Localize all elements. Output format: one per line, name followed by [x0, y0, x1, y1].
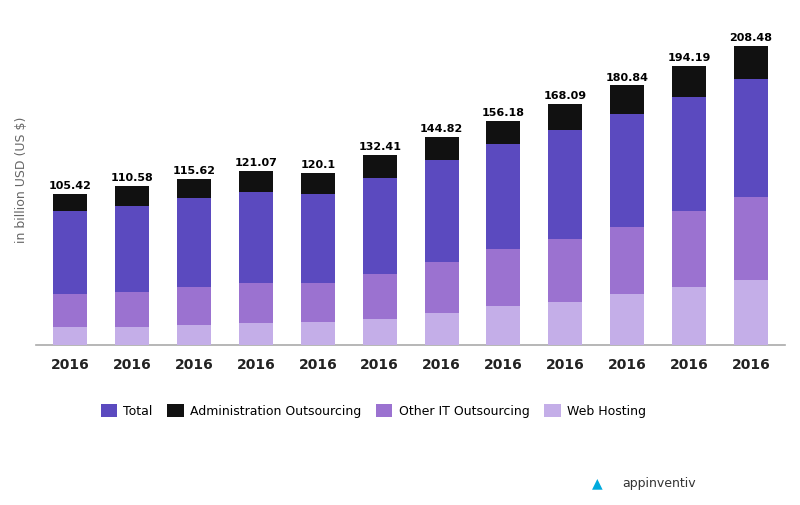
- Bar: [548, 238, 582, 301]
- Bar: [734, 197, 768, 280]
- Text: 208.48: 208.48: [730, 33, 773, 43]
- Bar: [425, 313, 458, 344]
- Bar: [548, 301, 582, 344]
- Bar: [486, 121, 521, 144]
- Bar: [362, 155, 397, 178]
- Text: 110.58: 110.58: [111, 173, 154, 183]
- Text: 121.07: 121.07: [234, 158, 278, 168]
- Text: 168.09: 168.09: [544, 91, 587, 101]
- Bar: [301, 322, 335, 344]
- Bar: [672, 212, 706, 287]
- Bar: [734, 79, 768, 197]
- Bar: [54, 327, 87, 344]
- Text: 180.84: 180.84: [606, 73, 649, 83]
- Text: 194.19: 194.19: [667, 54, 710, 64]
- Bar: [610, 294, 644, 344]
- Bar: [301, 283, 335, 322]
- Bar: [548, 104, 582, 130]
- Bar: [610, 227, 644, 294]
- Text: 132.41: 132.41: [358, 142, 402, 152]
- Bar: [486, 248, 521, 306]
- Text: 105.42: 105.42: [49, 181, 92, 191]
- Bar: [239, 283, 273, 323]
- Legend: Total, Administration Outsourcing, Other IT Outsourcing, Web Hosting: Total, Administration Outsourcing, Other…: [94, 397, 652, 424]
- Text: 115.62: 115.62: [173, 166, 216, 176]
- Bar: [177, 179, 211, 198]
- Text: 120.1: 120.1: [300, 160, 335, 170]
- Bar: [239, 323, 273, 344]
- Bar: [425, 160, 458, 262]
- Bar: [177, 198, 211, 287]
- Bar: [548, 130, 582, 238]
- Bar: [610, 114, 644, 227]
- Text: 156.18: 156.18: [482, 108, 525, 118]
- Bar: [177, 287, 211, 325]
- Bar: [362, 274, 397, 319]
- Bar: [239, 171, 273, 192]
- Bar: [672, 96, 706, 212]
- Bar: [610, 85, 644, 114]
- Bar: [734, 280, 768, 344]
- Bar: [425, 262, 458, 313]
- Bar: [239, 192, 273, 283]
- Bar: [425, 137, 458, 160]
- Text: appinventiv: appinventiv: [622, 477, 696, 490]
- Bar: [115, 291, 150, 327]
- Bar: [672, 287, 706, 344]
- Bar: [301, 194, 335, 283]
- Bar: [54, 212, 87, 294]
- Text: 144.82: 144.82: [420, 124, 463, 134]
- Bar: [486, 144, 521, 248]
- Bar: [54, 294, 87, 327]
- Bar: [734, 46, 768, 79]
- Bar: [672, 66, 706, 96]
- Y-axis label: in billion USD (US $): in billion USD (US $): [15, 117, 28, 243]
- Bar: [362, 319, 397, 344]
- Bar: [115, 206, 150, 291]
- Text: ▲: ▲: [592, 476, 602, 490]
- Bar: [301, 173, 335, 194]
- Bar: [177, 325, 211, 344]
- Bar: [54, 193, 87, 212]
- Bar: [115, 327, 150, 344]
- Bar: [115, 186, 150, 206]
- Bar: [362, 178, 397, 274]
- Bar: [486, 306, 521, 344]
